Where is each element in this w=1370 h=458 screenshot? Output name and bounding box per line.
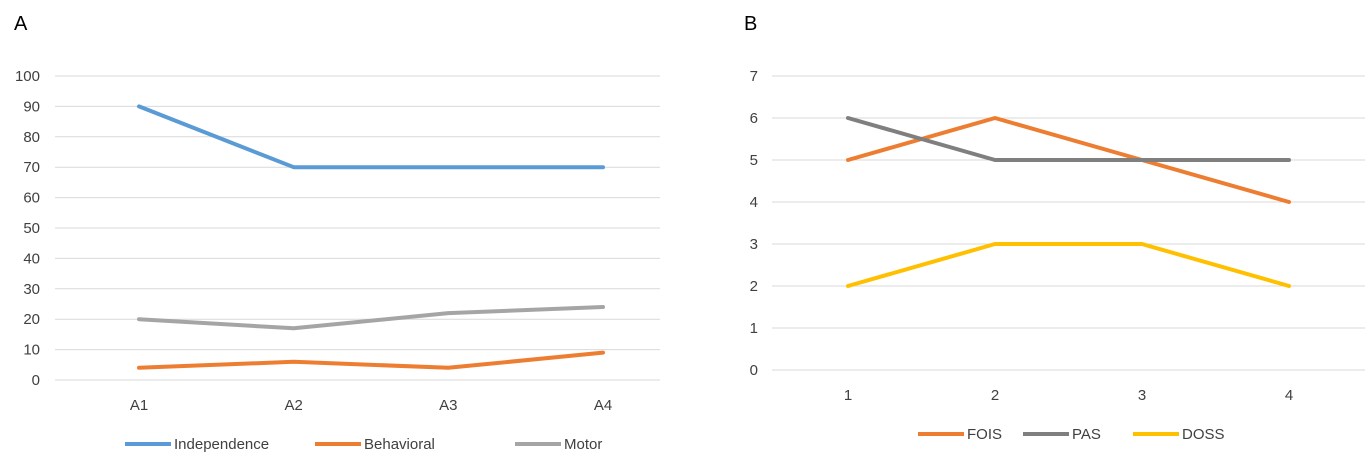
y-tick-label: 3 — [750, 236, 758, 253]
legend-label-fois: FOIS — [967, 426, 1002, 443]
legend-label-behavioral: Behavioral — [364, 436, 435, 453]
series-line-motor — [137, 305, 605, 331]
y-tick-label: 20 — [23, 311, 40, 328]
legend-label-independence: Independence — [174, 436, 269, 453]
y-tick-label: 10 — [23, 342, 40, 359]
y-tick-label: 5 — [750, 152, 758, 169]
chart-panel-a: 0 10 20 30 40 50 60 70 80 90 100 A1 A2 A3 A4 Independen… — [15, 68, 660, 453]
legend-label-pas: PAS — [1072, 426, 1101, 443]
y-tick-label: 100 — [15, 68, 40, 85]
x-tick-label: A3 — [439, 397, 457, 414]
y-tick-label: 30 — [23, 281, 40, 298]
x-tick-label: A1 — [130, 397, 148, 414]
y-tick-label: 1 — [750, 320, 758, 337]
series-line-independence — [137, 104, 605, 170]
y-tick-label: 0 — [750, 362, 758, 379]
panel-b-label: B — [744, 13, 757, 35]
y-tick-label: 7 — [750, 68, 758, 85]
x-tick-label: 1 — [844, 387, 852, 404]
y-tick-label: 80 — [23, 129, 40, 146]
series-line-pas — [846, 116, 1291, 162]
y-tick-label: 2 — [750, 278, 758, 295]
x-tick-label: 3 — [1138, 387, 1146, 404]
y-tick-label: 70 — [23, 159, 40, 176]
y-tick-label: 4 — [750, 194, 758, 211]
chart-panel-b: 0 1 2 3 4 5 6 7 1 2 3 4 FOIS PAS DOSS — [750, 68, 1365, 443]
series-line-behavioral — [137, 350, 605, 370]
x-tick-label: A2 — [284, 397, 302, 414]
x-tick-label: A4 — [594, 397, 612, 414]
y-tick-label: 0 — [32, 372, 40, 389]
y-tick-label: 60 — [23, 190, 40, 207]
y-tick-label: 40 — [23, 250, 40, 267]
y-tick-label: 50 — [23, 220, 40, 237]
y-tick-label: 6 — [750, 110, 758, 127]
y-tick-label: 90 — [23, 98, 40, 115]
panel-a-label: A — [14, 13, 28, 35]
legend-label-doss: DOSS — [1182, 426, 1225, 443]
legend-label-motor: Motor — [564, 436, 602, 453]
x-tick-label: 4 — [1285, 387, 1293, 404]
series-line-doss — [846, 242, 1291, 288]
x-tick-label: 2 — [991, 387, 999, 404]
